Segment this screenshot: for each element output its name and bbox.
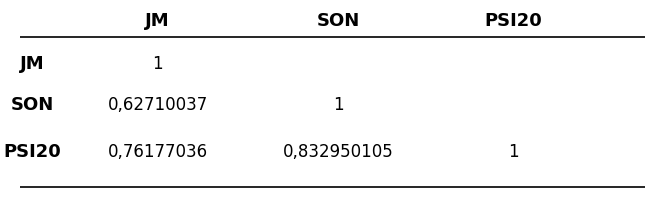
Text: 1: 1 xyxy=(508,143,519,161)
Text: 0,832950105: 0,832950105 xyxy=(284,143,394,161)
Text: PSI20: PSI20 xyxy=(4,143,61,161)
Text: 0,62710037: 0,62710037 xyxy=(107,96,208,114)
Text: JM: JM xyxy=(21,55,45,73)
Text: 1: 1 xyxy=(333,96,344,114)
Text: JM: JM xyxy=(145,12,170,30)
Text: 1: 1 xyxy=(152,55,163,73)
Text: SON: SON xyxy=(11,96,54,114)
Text: PSI20: PSI20 xyxy=(484,12,543,30)
Text: SON: SON xyxy=(317,12,360,30)
Text: 0,76177036: 0,76177036 xyxy=(107,143,207,161)
